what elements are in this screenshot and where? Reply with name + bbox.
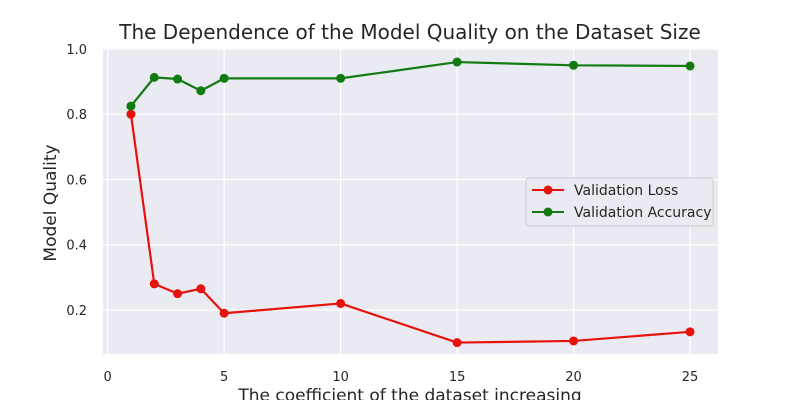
x-tick-label: 20 [565,370,582,385]
data-point-validation-accuracy [569,60,579,70]
x-tick-label: 15 [449,370,466,385]
data-point-validation-accuracy [336,73,346,83]
x-tick-label: 10 [332,370,349,385]
x-axis-label: The coefficient of the dataset increasin… [237,386,581,400]
y-tick-label: 0.2 [66,304,87,319]
data-point-validation-loss [336,298,346,308]
data-point-validation-accuracy [452,57,462,67]
tick-labels: 0 5 10 15 20 25 0.2 0.4 0.6 0.8 1.0 [66,43,698,385]
data-point-validation-accuracy [196,86,206,96]
data-point-validation-accuracy [219,73,229,83]
y-tick-label: 0.8 [66,108,87,123]
data-point-validation-accuracy [173,74,183,84]
legend-marker-validation-accuracy [543,207,553,217]
x-tick-label: 25 [682,370,699,385]
legend-marker-validation-loss [543,185,553,195]
data-point-validation-loss [173,289,183,299]
x-tick-label: 0 [104,370,112,385]
data-point-validation-loss [219,308,229,318]
y-axis-label: Model Quality [41,144,61,261]
y-tick-label: 0.6 [66,173,87,188]
data-point-validation-loss [126,109,136,119]
data-point-validation-loss [149,279,159,289]
y-tick-label: 1.0 [66,43,87,58]
data-point-validation-loss [452,338,462,348]
data-point-validation-loss [196,284,206,294]
y-tick-label: 0.4 [66,239,87,254]
x-tick-label: 5 [220,370,228,385]
data-point-validation-loss [569,336,579,346]
legend-label-validation-accuracy: Validation Accuracy [574,205,712,221]
data-point-validation-accuracy [149,72,159,82]
data-point-validation-accuracy [126,101,136,111]
data-point-validation-loss [685,327,695,337]
grid-lines [103,48,718,354]
legend-box [525,177,714,227]
series-layer [126,57,695,348]
legend-label-validation-loss: Validation Loss [574,183,678,199]
chart-title: The Dependence of the Model Quality on t… [118,20,701,44]
data-point-validation-accuracy [685,61,695,71]
legend: Validation Loss Validation Accuracy [525,177,714,227]
